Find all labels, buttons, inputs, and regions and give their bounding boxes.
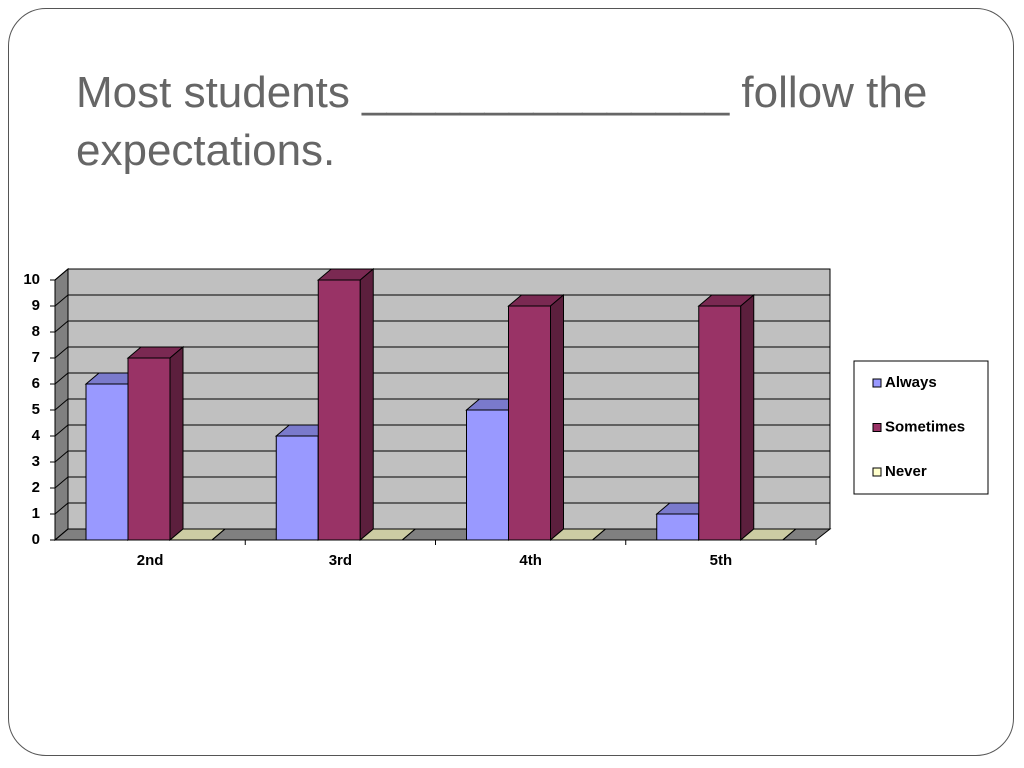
bar-side <box>740 293 755 542</box>
x-tick-label: 5th <box>710 552 733 569</box>
grid-line <box>54 450 830 463</box>
bar-front <box>127 357 171 541</box>
slide-frame <box>8 8 1014 756</box>
legend-label: Sometimes <box>885 418 965 435</box>
x-tick-label: 2nd <box>137 552 164 569</box>
legend-label: Never <box>885 463 927 480</box>
y-tick-label: 7 <box>32 349 40 366</box>
bar-front <box>85 383 129 541</box>
bar <box>507 293 565 542</box>
bar <box>549 528 607 541</box>
grid-line <box>54 294 830 307</box>
bar-front <box>508 305 551 541</box>
bar-side <box>782 528 797 541</box>
bar-side <box>592 528 606 541</box>
x-tick-label: 3rd <box>329 552 352 569</box>
grid-line <box>54 320 830 333</box>
chart-title: Most students _______________ follow the… <box>76 68 928 175</box>
bar-front <box>466 409 509 541</box>
bar <box>739 528 798 541</box>
bar-side <box>401 528 416 541</box>
y-tick-label: 10 <box>23 271 40 288</box>
grid-line <box>54 398 830 411</box>
grid-line <box>54 372 830 385</box>
grid-line <box>54 476 830 489</box>
y-tick-label: 8 <box>32 323 40 340</box>
y-tick-label: 4 <box>32 427 41 444</box>
bar-front <box>317 279 361 541</box>
y-tick-label: 6 <box>32 375 40 392</box>
legend-label: Always <box>885 374 937 391</box>
bar <box>697 293 756 542</box>
bar-front <box>275 435 319 541</box>
y-tick-label: 1 <box>32 505 40 522</box>
bar <box>316 267 375 542</box>
legend-swatch <box>872 378 882 388</box>
bar-side <box>550 293 564 542</box>
y-tick-label: 2 <box>32 479 40 496</box>
grid-line <box>54 268 830 281</box>
y-tick-label: 0 <box>32 531 40 548</box>
bar-side <box>359 267 374 542</box>
y-tick-label: 5 <box>32 401 40 418</box>
grid-line <box>54 502 830 515</box>
legend-swatch <box>872 467 882 477</box>
grid-line <box>54 424 830 437</box>
bar-side <box>211 528 226 541</box>
bar <box>358 528 417 541</box>
bar-side <box>169 345 184 542</box>
bar <box>168 528 227 541</box>
y-tick-label: 9 <box>32 297 40 314</box>
bar-front <box>698 305 742 541</box>
bar-front <box>656 513 700 541</box>
x-tick-label: 4th <box>519 552 542 569</box>
grid-line <box>54 346 830 359</box>
y-tick-label: 3 <box>32 453 40 470</box>
legend-swatch <box>872 423 882 432</box>
bar <box>126 345 185 542</box>
